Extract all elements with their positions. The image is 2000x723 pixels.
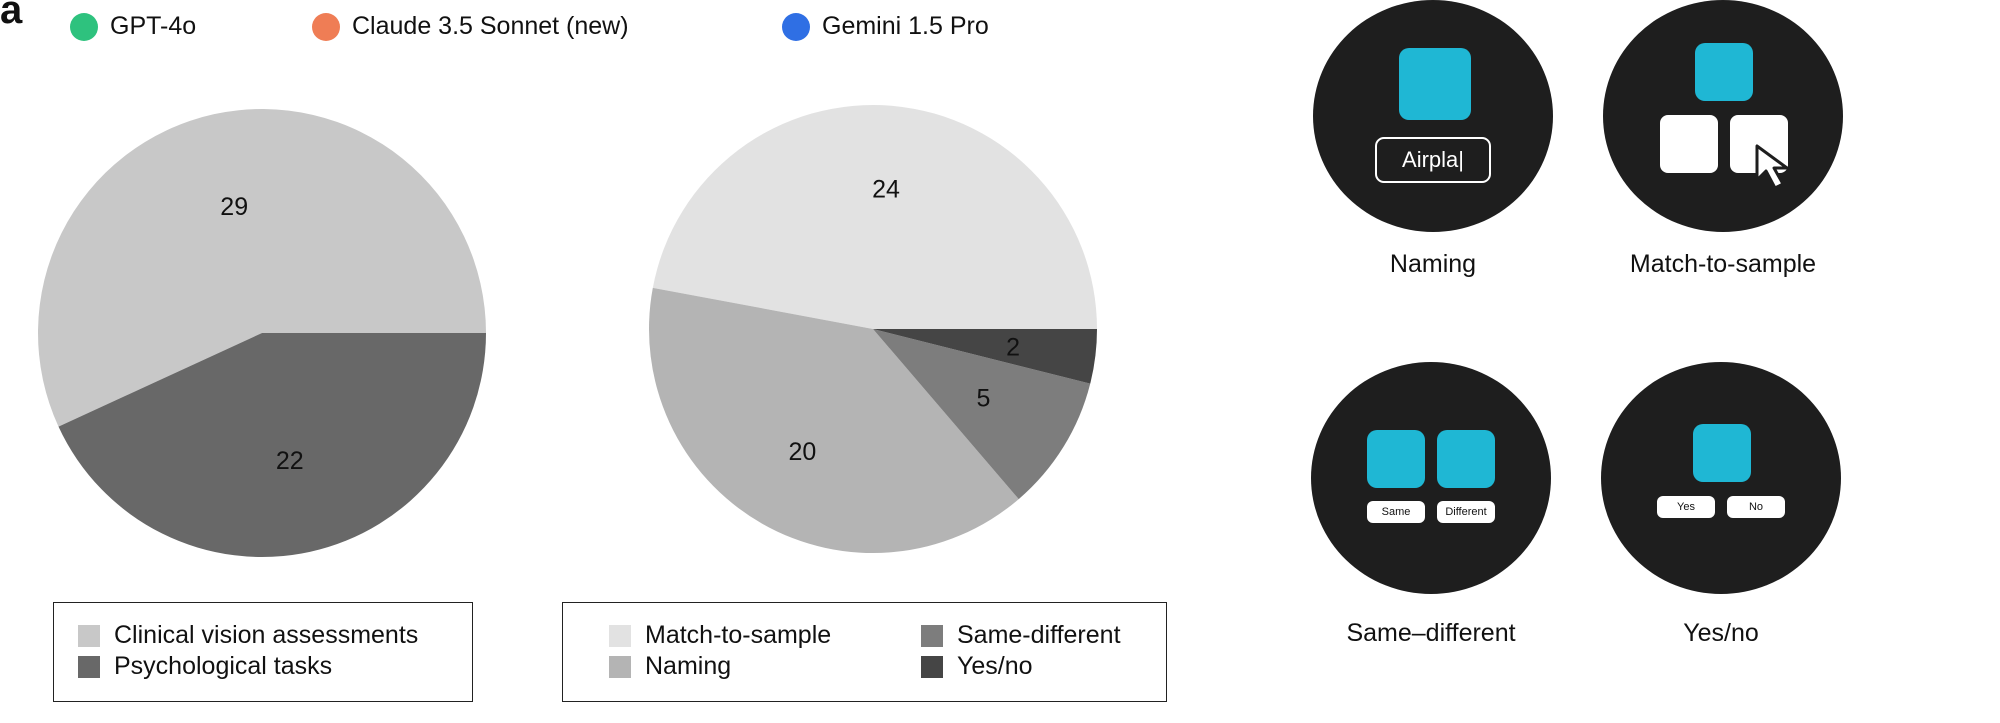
legend-item-match: Match-to-sample	[609, 621, 831, 650]
pie2-slice-yes-no	[873, 329, 1097, 384]
model-label-gemini: Gemini 1.5 Pro	[822, 12, 989, 40]
model-item-gpt4o: GPT-4o	[70, 12, 196, 41]
legend-label-match: Match-to-sample	[645, 621, 832, 649]
pie2-slice-naming	[649, 287, 1019, 554]
model-label-claude: Claude 3.5 Sonnet (new)	[352, 12, 629, 40]
model-legend: GPT-4o Claude 3.5 Sonnet (new) Gemini 1.…	[0, 12, 1100, 52]
legend-item-psychological: Psychological tasks	[78, 652, 332, 681]
same-different-tile-right	[1437, 430, 1495, 488]
model-dot-gpt4o	[70, 12, 98, 41]
match-sample-tile	[1695, 43, 1753, 101]
legend-item-same-different: Same-different	[921, 621, 1121, 650]
legend-swatch-psychological	[78, 655, 100, 678]
pie2-value-label-naming: 20	[789, 438, 817, 466]
same-different-circle: Same Different	[1311, 362, 1551, 594]
legend-item-clinical: Clinical vision assessments	[78, 621, 418, 650]
legend-item-yes-no: Yes/no	[921, 652, 1033, 681]
pie1-value-label-psychological-tasks: 22	[276, 447, 304, 475]
legend-label-clinical: Clinical vision assessments	[114, 621, 419, 649]
legend-swatch-clinical	[78, 624, 100, 647]
different-option: Different	[1437, 501, 1495, 523]
match-choice-left	[1660, 115, 1718, 173]
pie-charts: 29 22 24 20 52	[38, 104, 1097, 557]
task-label-naming: Naming	[1389, 250, 1477, 278]
legend-swatch-naming	[609, 655, 631, 678]
task-label-same-different: Same–different	[1346, 619, 1516, 647]
yes-no-image-tile	[1693, 424, 1751, 482]
model-item-claude: Claude 3.5 Sonnet (new)	[312, 12, 629, 41]
pie2-slice-same-different	[873, 329, 1091, 500]
model-label-gpt4o: GPT-4o	[110, 12, 197, 40]
pie2-value-label-same-different: 5	[977, 384, 991, 412]
naming-circle: Airpla|	[1313, 0, 1553, 232]
panel-letter: a	[0, 0, 23, 32]
pie2-value-label-match-to-sample: 24	[872, 175, 900, 203]
legend-swatch-match	[609, 624, 631, 647]
pie1-slice-psychological-tasks	[58, 333, 486, 557]
task-same-different-illustration: Same Different	[1311, 362, 1551, 594]
legend-label-same-different: Same-different	[957, 621, 1121, 649]
task-label-match: Match-to-sample	[1629, 250, 1817, 278]
pie2-value-label-yes-no: 2	[1006, 333, 1020, 361]
no-option: No	[1727, 496, 1785, 518]
yes-option: Yes	[1657, 496, 1715, 518]
legend-label-psychological: Psychological tasks	[114, 652, 333, 680]
pie1-slice-clinical-vision-assessments	[38, 109, 487, 427]
legend-label-yes-no: Yes/no	[957, 652, 1033, 680]
legend-swatch-yes-no	[921, 655, 943, 678]
match-circle	[1603, 0, 1843, 232]
legend-task-category: Clinical vision assessments Psychologica…	[53, 602, 473, 702]
naming-image-tile	[1399, 48, 1471, 120]
yes-no-circle: Yes No	[1601, 362, 1841, 594]
model-dot-gemini	[782, 12, 810, 41]
legend-label-naming: Naming	[645, 652, 732, 680]
legend-task-type: Match-to-sample Naming Same-different Ye…	[562, 602, 1167, 702]
cursor-arrow-icon	[1755, 144, 1789, 190]
legend-swatch-same-different	[921, 624, 943, 647]
legend-item-naming: Naming	[609, 652, 731, 681]
task-label-yes-no: Yes/no	[1683, 619, 1759, 647]
task-match-illustration	[1603, 0, 1843, 232]
same-option: Same	[1367, 501, 1425, 523]
pie1-value-label-clinical-vision-assessments: 29	[220, 193, 248, 221]
model-item-gemini: Gemini 1.5 Pro	[782, 12, 989, 41]
task-yes-no-illustration: Yes No	[1601, 362, 1841, 594]
same-different-tile-left	[1367, 430, 1425, 488]
naming-text-input: Airpla|	[1375, 137, 1491, 183]
model-dot-claude	[312, 12, 340, 41]
task-naming-illustration: Airpla|	[1313, 0, 1553, 232]
pie2-slice-match-to-sample	[652, 104, 1097, 329]
